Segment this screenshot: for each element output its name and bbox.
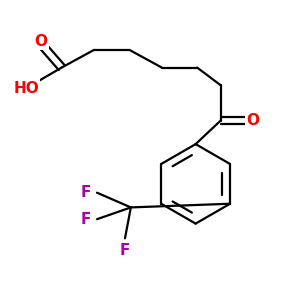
- Text: O: O: [247, 113, 260, 128]
- Text: F: F: [120, 243, 130, 258]
- Text: HO: HO: [14, 81, 39, 96]
- Text: O: O: [34, 34, 48, 49]
- Text: F: F: [81, 185, 91, 200]
- Text: F: F: [81, 212, 91, 227]
